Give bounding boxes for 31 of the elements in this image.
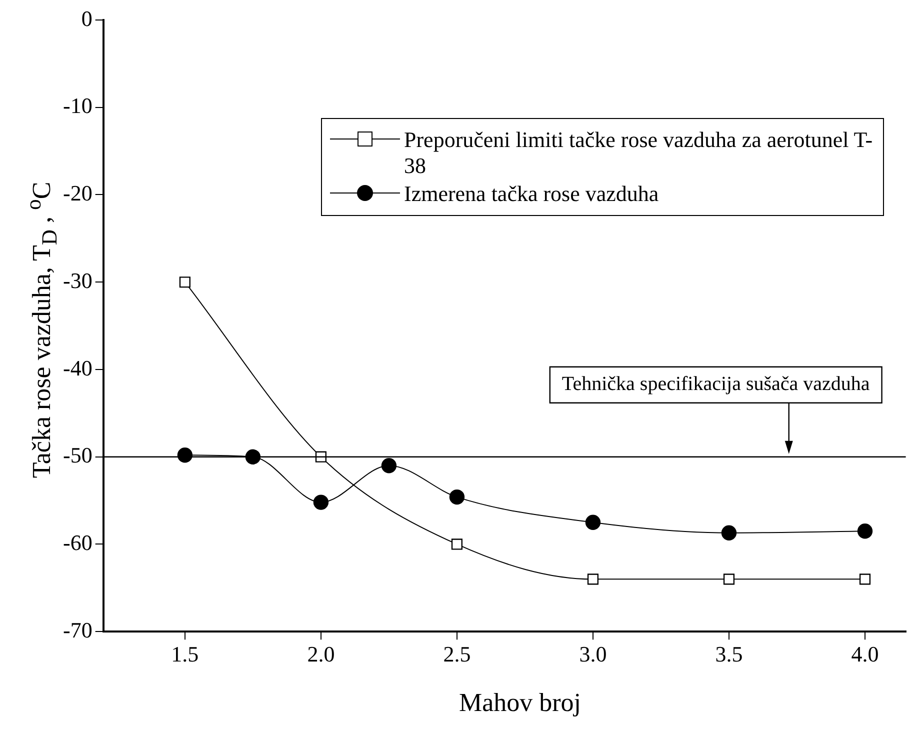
x-tick-label: 4.0 [851,642,879,667]
ref-line-label: Tehnička specifikacija sušača vazduha [562,373,870,396]
point [859,574,871,585]
y-tick-label: -40 [63,355,92,380]
x-axis-title: Mahov broj [458,688,582,718]
x-tick-label: 1.5 [171,642,199,667]
point [723,574,735,585]
point [587,574,599,585]
point [179,276,190,288]
x-tick-label: 2.0 [307,642,335,667]
y-tick-label: -30 [63,268,92,293]
y-tick-label: -20 [63,180,92,206]
y-tick-label: -10 [63,93,92,118]
y-tick-label: 0 [81,6,92,31]
point [245,449,261,464]
legend-label: Preporučeni limiti tačke rose vazduha za aerotunel T-38 [404,127,874,179]
point [721,525,737,540]
point [451,538,463,550]
y-tick-label: -70 [63,617,92,642]
legend-label: Izmerena tačka rose vazduha [404,181,659,207]
y-tick-label: -60 [63,530,92,556]
point [381,458,397,474]
y-tick-label: -50 [63,442,92,468]
point [177,448,193,463]
point [857,524,873,539]
x-tick-label: 3.0 [579,642,607,667]
point [313,494,329,510]
point [585,514,601,530]
point [449,489,465,505]
x-tick-label: 2.5 [443,642,471,667]
x-tick-label: 3.5 [715,642,743,667]
